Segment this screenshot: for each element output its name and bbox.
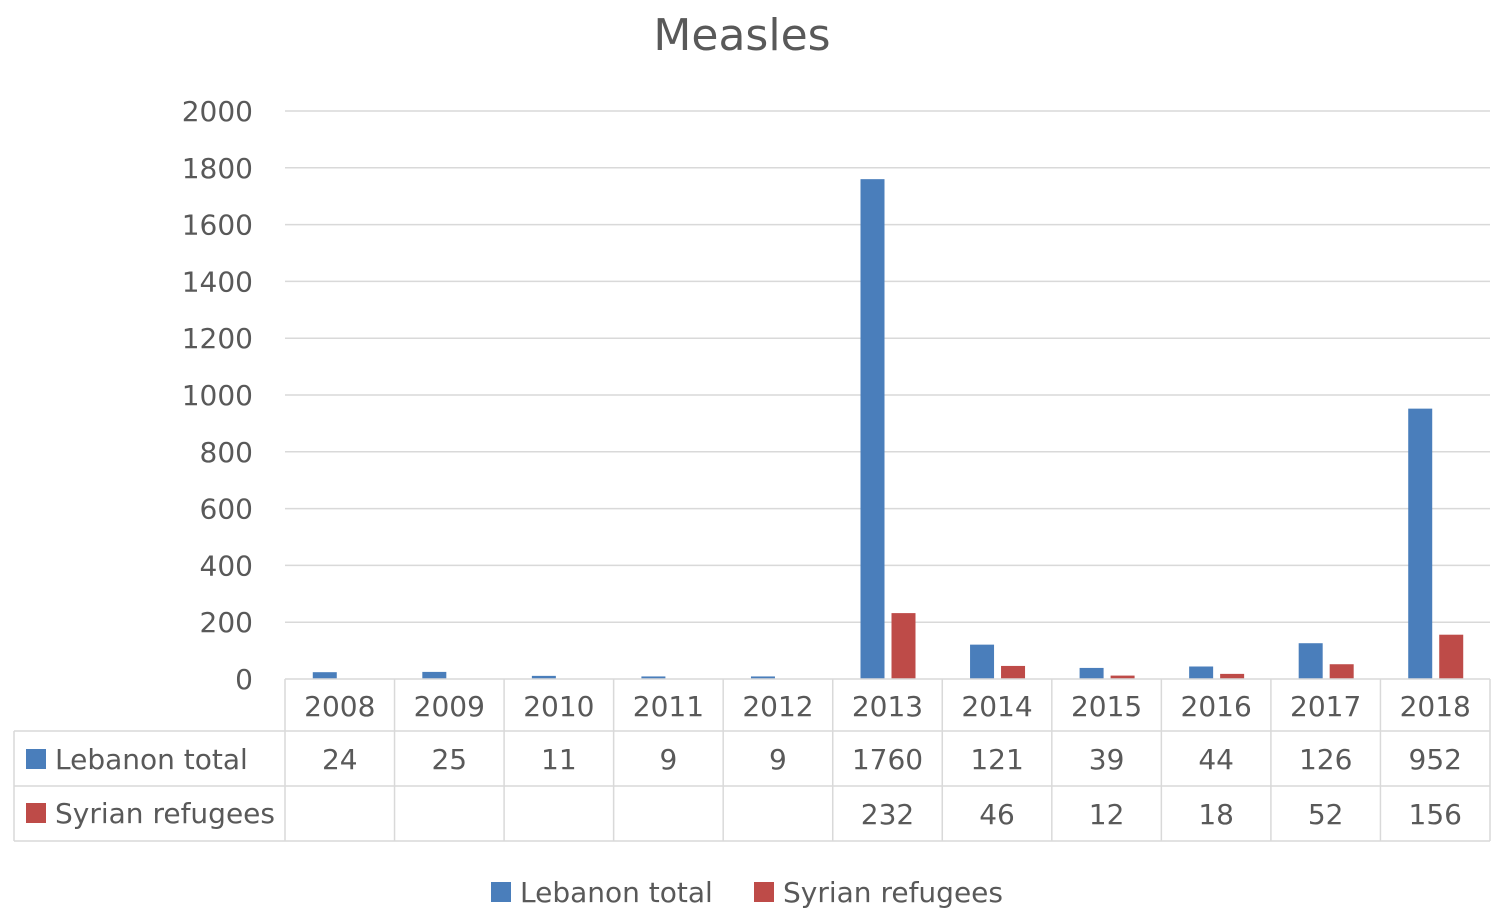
table-row-label: Lebanon total — [55, 743, 248, 776]
legend-label: Syrian refugees — [783, 876, 1003, 909]
table-cell-value: 1760 — [852, 743, 923, 776]
x-category-label: 2011 — [633, 690, 704, 723]
y-tick-label: 1600 — [182, 209, 253, 242]
bar-lebanon-total — [1079, 667, 1104, 679]
y-tick-label: 400 — [200, 549, 253, 582]
bar-lebanon-total — [750, 676, 775, 679]
x-category-label: 2013 — [852, 690, 923, 723]
y-tick-label: 200 — [200, 606, 253, 639]
legend-swatch — [754, 882, 774, 902]
bar-syrian-refugees — [1439, 634, 1464, 679]
bar-syrian-refugees — [1001, 665, 1026, 679]
y-tick-label: 2000 — [182, 95, 253, 128]
y-tick-label: 1200 — [182, 322, 253, 355]
legend-label: Lebanon total — [520, 876, 713, 909]
bar-lebanon-total — [641, 676, 666, 679]
bar-syrian-refugees — [891, 613, 916, 679]
y-tick-label: 1000 — [182, 379, 253, 412]
bar-lebanon-total — [531, 675, 556, 679]
bar-lebanon-total — [422, 671, 447, 679]
bar-syrian-refugees — [1329, 664, 1354, 679]
x-category-label: 2012 — [742, 690, 813, 723]
table-cell-value: 121 — [970, 743, 1023, 776]
x-category-label: 2010 — [523, 690, 594, 723]
table-cell-value: 156 — [1409, 798, 1462, 831]
y-tick-label: 600 — [200, 493, 253, 526]
y-tick-label: 1800 — [182, 152, 253, 185]
table-cell-value: 12 — [1089, 798, 1125, 831]
bar-syrian-refugees — [1220, 673, 1245, 679]
x-category-label: 2015 — [1071, 690, 1142, 723]
legend-key-1 — [26, 803, 46, 823]
table-cell-value: 232 — [861, 798, 914, 831]
table-row-label: Syrian refugees — [55, 797, 275, 830]
legend-key-0 — [26, 749, 46, 769]
chart-title: Measles — [653, 10, 830, 61]
legend-swatch — [491, 882, 511, 902]
bar-lebanon-total — [312, 672, 337, 679]
x-category-label: 2016 — [1181, 690, 1252, 723]
bar-lebanon-total — [860, 179, 885, 679]
table-cell-value: 9 — [769, 743, 787, 776]
table-cell-value: 126 — [1299, 743, 1352, 776]
x-category-label: 2008 — [304, 690, 375, 723]
table-cell-value: 52 — [1308, 798, 1344, 831]
table-cell-value: 952 — [1409, 743, 1462, 776]
bar-lebanon-total — [1408, 408, 1433, 679]
table-cell-value: 25 — [431, 743, 467, 776]
table-cell-value: 9 — [659, 743, 677, 776]
x-category-label: 2017 — [1290, 690, 1361, 723]
bar-lebanon-total — [970, 644, 995, 679]
bar-lebanon-total — [1298, 643, 1323, 679]
x-category-label: 2014 — [961, 690, 1032, 723]
table-cell-value: 24 — [322, 743, 358, 776]
y-tick-label: 0 — [235, 663, 253, 696]
bar-lebanon-total — [1189, 666, 1214, 679]
y-tick-label: 1400 — [182, 265, 253, 298]
table-cell-value: 39 — [1089, 743, 1125, 776]
table-cell-value: 44 — [1198, 743, 1234, 776]
y-tick-label: 800 — [200, 436, 253, 469]
table-cell-value: 18 — [1198, 798, 1234, 831]
x-category-label: 2018 — [1400, 690, 1471, 723]
x-category-label: 2009 — [414, 690, 485, 723]
table-cell-value: 46 — [979, 798, 1015, 831]
bar-syrian-refugees — [1110, 675, 1135, 679]
table-cell-value: 11 — [541, 743, 577, 776]
